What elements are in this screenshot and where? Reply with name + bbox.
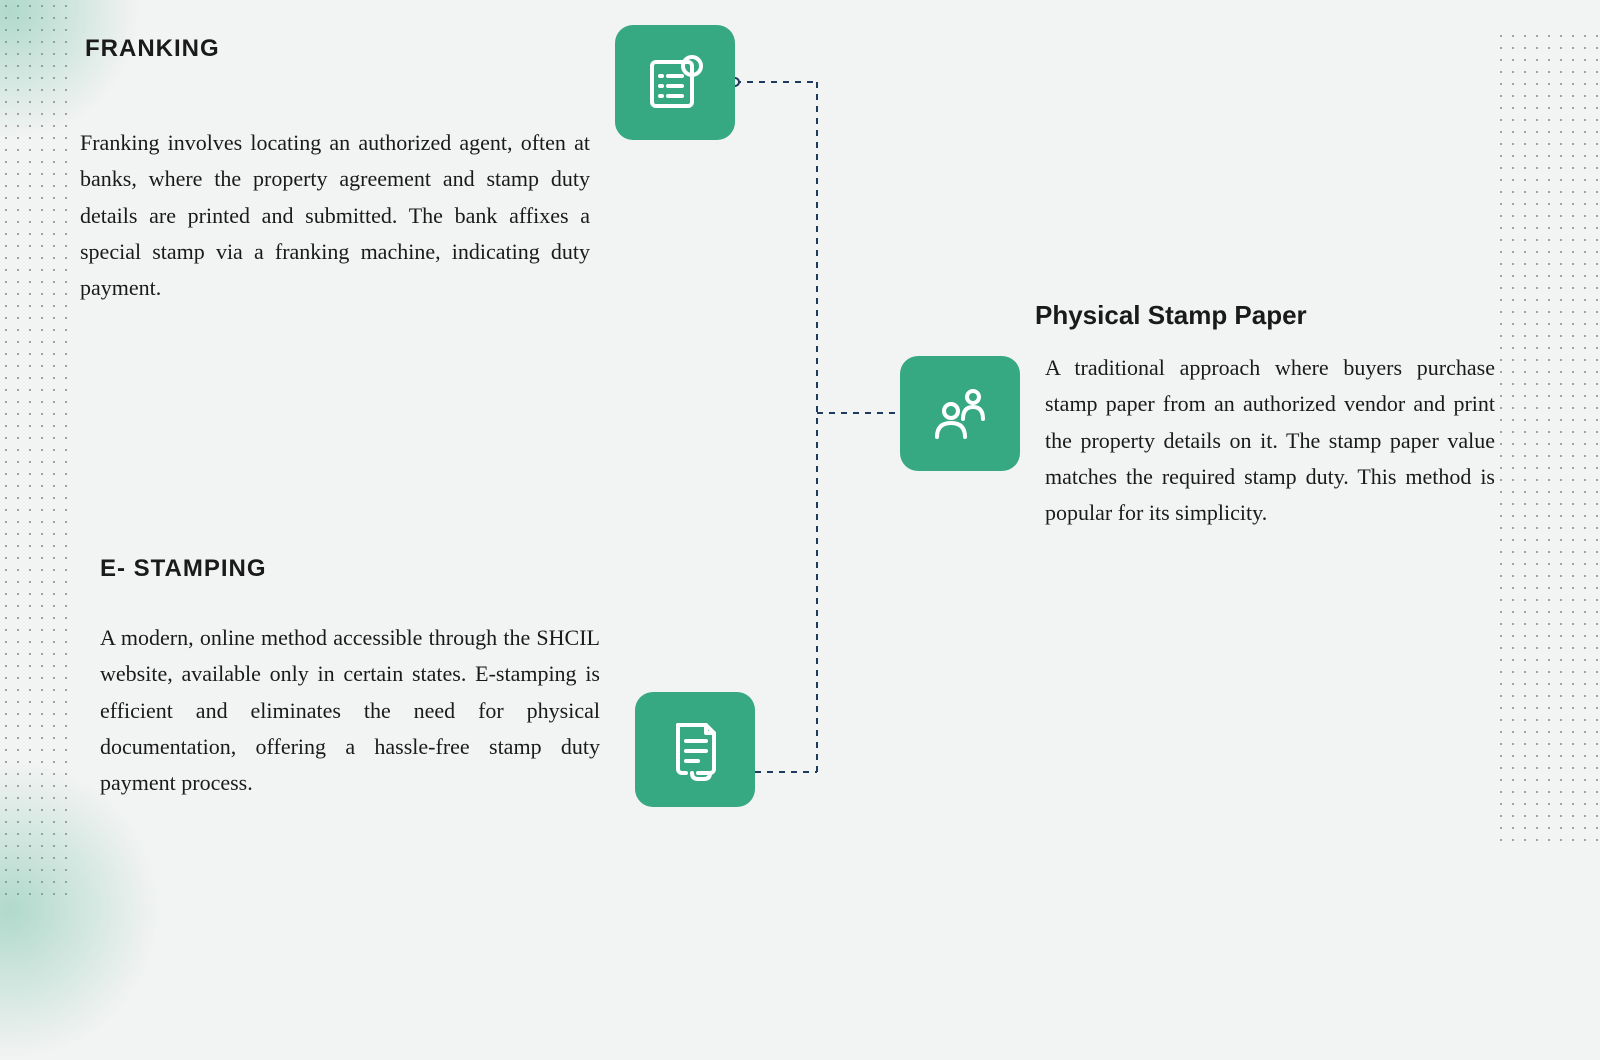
franking-body: Franking involves locating an authorized… xyxy=(80,125,590,306)
franking-list-icon xyxy=(644,52,706,114)
people-icon xyxy=(925,383,995,445)
physical-icon-box xyxy=(900,356,1020,471)
franking-title: FRANKING xyxy=(85,35,220,63)
estamping-title: E- STAMPING xyxy=(100,555,267,583)
estamping-body: A modern, online method accessible throu… xyxy=(100,620,600,801)
physical-title: Physical Stamp Paper xyxy=(1035,300,1307,331)
document-icon xyxy=(666,719,724,781)
estamping-icon-box xyxy=(635,692,755,807)
physical-body: A traditional approach where buyers purc… xyxy=(1045,350,1495,531)
franking-icon-box xyxy=(615,25,735,140)
